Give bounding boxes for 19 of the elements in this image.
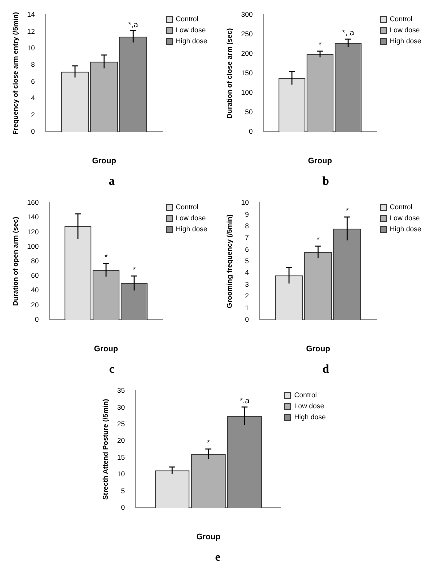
data-label: * [346, 206, 349, 216]
data-label: * [132, 265, 136, 274]
data-label: *,a [128, 20, 139, 30]
text: c [108, 362, 116, 377]
text: b [322, 174, 330, 189]
data-label: * [207, 438, 210, 448]
data-label: *,a [240, 396, 250, 406]
x-axis-title: Group [92, 156, 116, 166]
x-axis-title: Group [306, 344, 330, 354]
text: e [214, 550, 222, 565]
x-axis-title: Group [94, 344, 118, 354]
x-axis-title: Group [196, 532, 221, 542]
data-label: *, a [342, 28, 355, 38]
text: a [108, 174, 116, 189]
data-label: * [316, 236, 320, 245]
data-label: * [318, 40, 322, 50]
text: d [322, 362, 330, 377]
x-axis-title: Group [308, 156, 332, 166]
data-label: * [104, 252, 108, 262]
